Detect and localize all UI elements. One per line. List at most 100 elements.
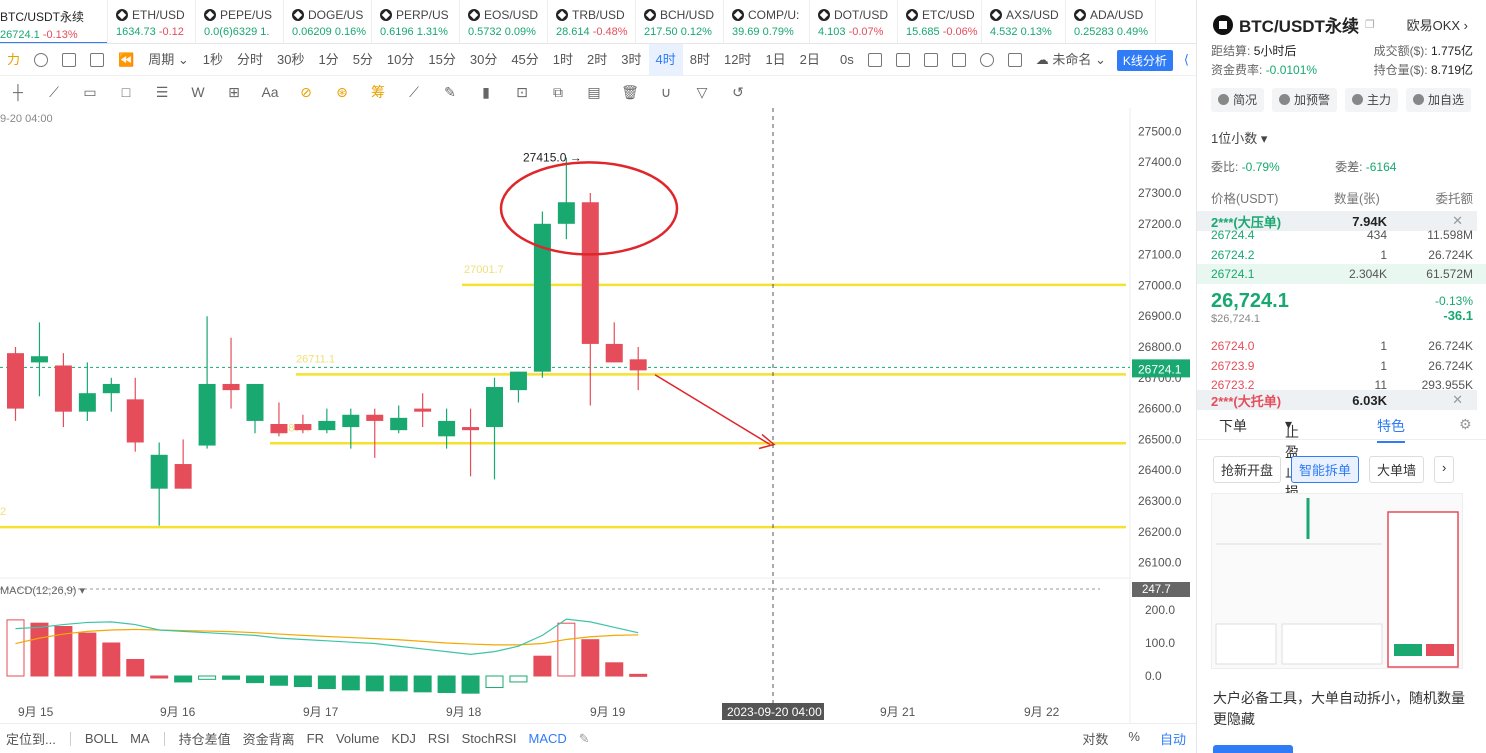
- close-icon[interactable]: ✕: [1452, 213, 1463, 228]
- magnet-tool-icon[interactable]: ∪: [660, 83, 672, 100]
- filter-tool-icon[interactable]: ▽: [696, 83, 708, 100]
- interval-option[interactable]: 1日: [765, 51, 786, 67]
- orderbook-row[interactable]: 26724.0 1 26.724K: [1197, 336, 1486, 356]
- rewind-icon[interactable]: ⏪: [118, 51, 135, 67]
- interval-option[interactable]: 45分: [511, 51, 539, 67]
- copy-tool-icon[interactable]: ⧉: [553, 83, 563, 100]
- pen-icon[interactable]: [895, 53, 910, 67]
- indicator-option[interactable]: MA: [130, 731, 150, 746]
- fib-tool-icon[interactable]: ⊘: [300, 83, 312, 100]
- price-chart[interactable]: 27500.0 27400.0 27300.0 27200.0 27100.0 27000…: [0, 108, 1196, 723]
- brush-tool-icon[interactable]: ✎: [444, 83, 456, 100]
- exchange-selector[interactable]: 欧易OKX ›: [1406, 18, 1468, 33]
- interval-option[interactable]: 10分: [386, 51, 415, 67]
- orderbook-row[interactable]: 26723.2 11 293.955K: [1197, 375, 1486, 395]
- ray-tool-icon[interactable]: ▭: [83, 83, 97, 100]
- interval-option[interactable]: 30秒: [276, 51, 305, 67]
- tab-order[interactable]: 下单: [1219, 418, 1247, 434]
- layout-icon[interactable]: [62, 52, 77, 67]
- interval-option[interactable]: 3时: [621, 51, 642, 67]
- feature-button[interactable]: 抢新开盘: [1213, 456, 1282, 483]
- indicator-option[interactable]: Volume: [335, 731, 380, 746]
- interval-option[interactable]: 2时: [587, 51, 608, 67]
- indicator-option[interactable]: 资金背离: [242, 732, 295, 747]
- undo-icon[interactable]: [951, 53, 966, 67]
- interval-option[interactable]: 15分: [428, 51, 456, 67]
- interval-option[interactable]: 1分: [318, 51, 339, 67]
- ticker-tab[interactable]: PERP/US 0.6196 1.31%: [372, 0, 460, 43]
- history-tool-icon[interactable]: ↺: [732, 83, 744, 100]
- interval-option[interactable]: 1时: [552, 51, 574, 67]
- indicator-option[interactable]: KDJ: [391, 731, 416, 746]
- panel-button[interactable]: 加自选: [1406, 88, 1472, 112]
- ruler-tool-icon[interactable]: ⟋: [409, 83, 419, 100]
- interval-option[interactable]: 8时: [689, 51, 710, 67]
- settings-icon[interactable]: [979, 53, 994, 67]
- settings-icon[interactable]: ⚙: [1459, 416, 1472, 432]
- panel-button[interactable]: 简况: [1211, 88, 1265, 112]
- text-tool-icon[interactable]: Aa: [261, 84, 279, 100]
- indicator-option[interactable]: 定位到...: [6, 732, 56, 747]
- wave-tool-icon[interactable]: W: [191, 84, 205, 100]
- refresh-icon[interactable]: [34, 52, 49, 67]
- interval-option[interactable]: 4时: [648, 43, 683, 76]
- copy-icon[interactable]: ❐: [1364, 19, 1375, 31]
- ticker-tab[interactable]: ETH/USD 1634.73 -0.12: [108, 0, 196, 43]
- measure-tool-icon[interactable]: ⊞: [228, 83, 240, 100]
- indicator-option[interactable]: MACD: [528, 731, 567, 746]
- ticker-tab[interactable]: BCH/USD 217.50 0.12%: [636, 0, 724, 43]
- indicator-option[interactable]: 持仓差值: [178, 732, 231, 747]
- crop-icon[interactable]: [923, 53, 938, 67]
- interval-option[interactable]: 2日: [799, 51, 820, 67]
- interval-option[interactable]: 分时: [236, 51, 263, 67]
- parallel-tool-icon[interactable]: ☰: [155, 83, 169, 100]
- edit-indicator-icon[interactable]: ✎: [578, 730, 590, 746]
- cursor-tool-icon[interactable]: ┼: [13, 84, 23, 100]
- scale-option[interactable]: %: [1128, 729, 1140, 744]
- ticker-tab[interactable]: DOGE/US 0.06209 0.16%: [284, 0, 372, 43]
- big-sell-order[interactable]: 2***(大压单) 7.94K ✕: [1197, 211, 1477, 231]
- ticker-tab[interactable]: COMP/U: 39.69 0.79%: [724, 0, 810, 43]
- orderbook-row[interactable]: 26723.9 1 26.724K: [1197, 356, 1486, 376]
- ticker-tab[interactable]: ETC/USD 15.685 -0.06%: [898, 0, 982, 43]
- indicator-option[interactable]: BOLL: [84, 731, 119, 746]
- tab-tpsl[interactable]: 止盈止损 ▾: [1285, 416, 1299, 500]
- big-buy-order[interactable]: 2***(大托单) 6.03K ✕: [1197, 390, 1477, 410]
- camera-icon[interactable]: [867, 53, 882, 67]
- indicator-option[interactable]: StochRSI: [461, 731, 517, 746]
- orderbook-row[interactable]: 26724.2 1 26.724K: [1197, 245, 1486, 265]
- promo-button[interactable]: [1213, 745, 1293, 753]
- lock-tool-icon[interactable]: ⊡: [516, 83, 528, 100]
- orderbook-row[interactable]: 26724.1 2.304K 61.572M: [1197, 264, 1486, 284]
- interval-option[interactable]: 1秒: [202, 51, 223, 67]
- scale-option[interactable]: 对数: [1082, 732, 1109, 747]
- feature-button[interactable]: 智能拆单: [1291, 456, 1360, 483]
- period-dropdown[interactable]: 周期 ⌄: [148, 51, 189, 67]
- interval-option[interactable]: 30分: [469, 51, 498, 67]
- ticker-tab[interactable]: PEPE/US 0.0(6)6329 1.: [196, 0, 284, 43]
- share-icon[interactable]: ⟨: [1183, 52, 1189, 67]
- trash-tool-icon[interactable]: 🗑: [621, 83, 639, 100]
- ticker-tab[interactable]: ADA/USD 0.25283 0.49%: [1066, 0, 1156, 43]
- ticker-tab[interactable]: BTC/USDT永续 26724.1 -0.13%: [0, 0, 108, 43]
- fib-circle-tool-icon[interactable]: ⊛: [336, 83, 348, 100]
- orderbook-row[interactable]: 26724.4 434 11.598M: [1197, 225, 1486, 245]
- precision-dropdown[interactable]: 1位小数 ▾: [1211, 131, 1268, 146]
- split-icon[interactable]: [90, 52, 105, 67]
- more-features-icon[interactable]: ›: [1434, 456, 1455, 483]
- col-total[interactable]: 委托额: [1435, 192, 1473, 206]
- cloud-layout-dropdown[interactable]: ☁ 未命名 ⌄: [1035, 52, 1106, 67]
- indicator-option[interactable]: FR: [306, 731, 324, 746]
- panel-button[interactable]: 主力: [1345, 88, 1399, 112]
- candle-tool-icon[interactable]: ▮: [482, 83, 490, 100]
- scale-option[interactable]: 自动: [1159, 732, 1186, 747]
- panel-button[interactable]: 加预警: [1272, 88, 1338, 112]
- interval-option[interactable]: 12时: [723, 51, 752, 67]
- rectangle-tool-icon[interactable]: □: [121, 84, 131, 100]
- ticker-tab[interactable]: EOS/USD 0.5732 0.09%: [460, 0, 548, 43]
- trend-line-tool-icon[interactable]: ⟋: [49, 83, 59, 100]
- chip-tool-icon[interactable]: 筹: [371, 84, 385, 100]
- indicator-option[interactable]: RSI: [427, 731, 450, 746]
- ticker-tab[interactable]: AXS/USD 4.532 0.13%: [982, 0, 1066, 43]
- feature-button[interactable]: 大单墙: [1369, 456, 1425, 483]
